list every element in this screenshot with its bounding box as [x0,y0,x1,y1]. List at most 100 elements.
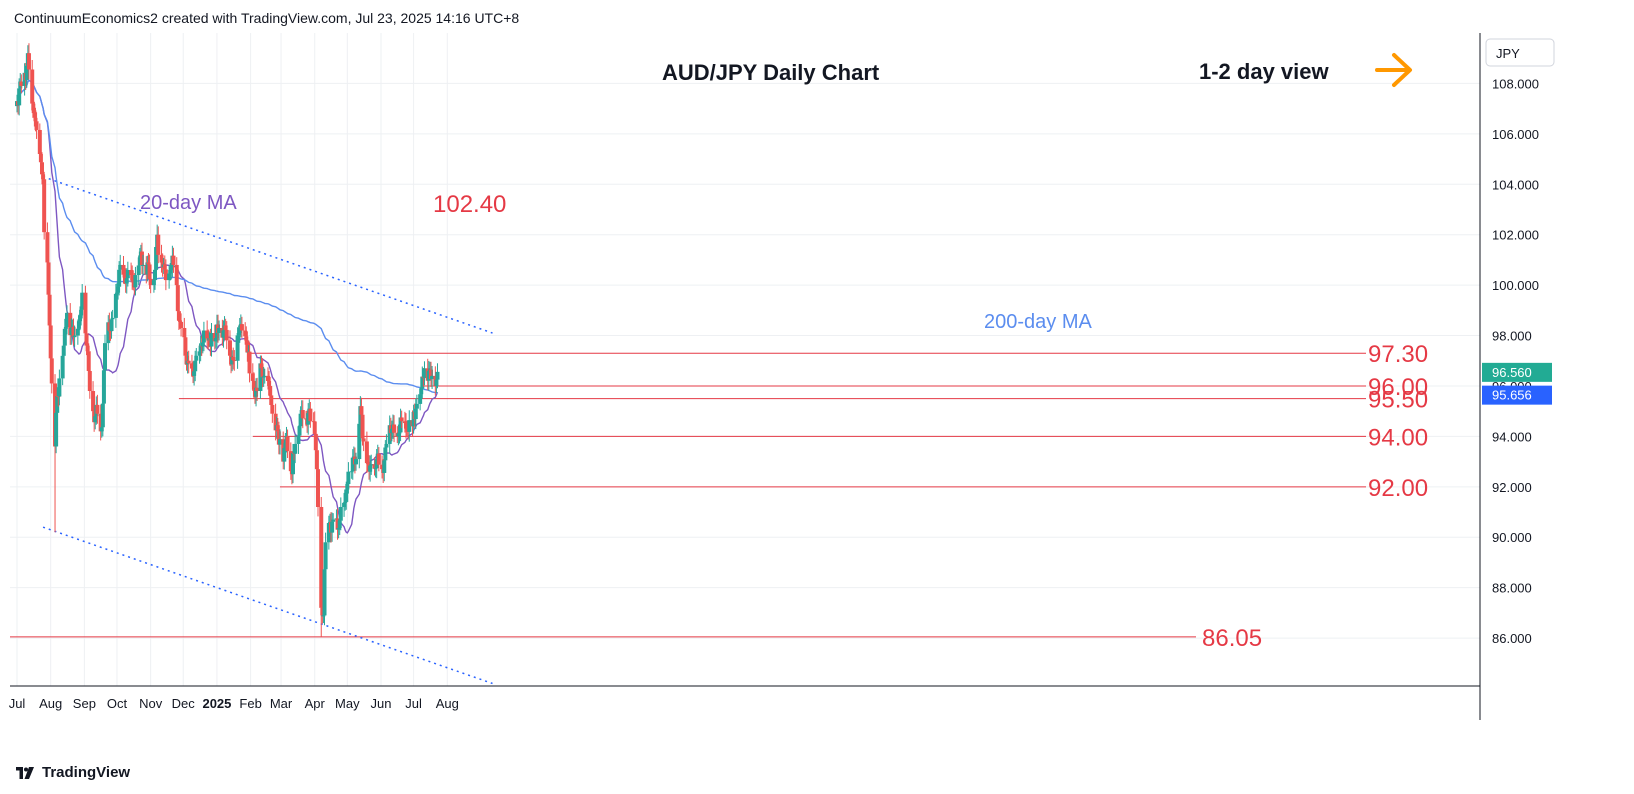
tradingview-footer: TradingView [14,764,130,781]
candle-body [103,343,108,371]
candle [95,394,100,424]
candle [262,368,267,384]
candle-body [26,53,31,70]
candle-body [382,460,387,473]
candle-body [227,340,232,356]
candle [380,455,385,479]
candle-body [308,408,313,422]
candle-body [230,357,235,365]
candle-body [100,403,105,428]
candle-body [372,464,377,469]
candle-body [121,264,126,275]
candle [270,395,275,423]
candle-body [56,396,61,398]
candle-body [426,370,431,381]
candle-body [42,179,47,233]
candle [231,347,236,370]
candle-body [404,423,409,429]
candle [71,318,76,346]
candle-body [167,273,172,281]
candle [285,429,290,459]
candle [106,315,111,351]
candle-body [31,103,36,111]
candle [217,320,222,341]
x-tick-label: Aug [436,696,459,711]
candle-body [176,311,181,321]
candle-body [171,255,176,265]
high-label: 102.40 [433,191,506,218]
candle-body [261,376,266,378]
candle [145,255,150,282]
candle [156,226,161,264]
chart-title: AUD/JPY Daily Chart [662,60,880,85]
candle-body [435,371,440,380]
candle [198,335,203,362]
candle-body [422,368,427,379]
candle-body [48,325,53,359]
candle-body [147,264,152,280]
candle-body [231,357,236,361]
candle-body [113,293,118,318]
candle-body [411,411,416,427]
candle [47,287,52,334]
candle [413,398,418,430]
candle-body [137,257,142,266]
candle-body [399,417,404,422]
candle [168,263,173,281]
candle [69,318,74,345]
candle [407,410,412,442]
candle [42,171,47,240]
candle-body [60,355,65,379]
right-arrow-icon [1375,53,1412,87]
candle-body [296,435,301,444]
candle-body [130,275,135,281]
candle [201,321,206,352]
candle-body [57,378,62,397]
candle-body [312,421,317,434]
candle-body [109,319,114,332]
candle-body [45,232,50,263]
chart-attribution: ContinuumEconomics2 created with Trading… [14,10,520,26]
y-tick-label: 92.000 [1492,480,1532,495]
candle [322,559,327,626]
candle-body [269,395,274,406]
last-price-value: 96.560 [1492,365,1532,380]
candle [107,312,112,341]
candle-body [392,424,397,433]
candle [335,508,340,540]
candle-body [323,542,328,570]
candle [209,323,214,357]
candle [372,457,377,476]
candle-body [321,615,326,617]
candle-body [315,469,320,508]
candle-body [331,519,336,522]
candle-body [338,506,343,521]
candle-body [124,278,129,284]
candle [411,404,416,434]
candle-body [69,327,74,336]
candle [342,492,347,517]
candle-body [217,327,222,333]
candle [237,317,242,343]
candle-body [413,408,418,420]
candle [98,404,103,441]
channel-trendlines [42,176,493,685]
candle [364,431,369,473]
candle-body [175,285,180,312]
candle-body [79,309,84,316]
currency-box[interactable]: JPY [1485,38,1555,67]
candle [232,350,237,371]
level-label: 97.30 [1368,341,1428,368]
candle-body [369,464,374,466]
candle [221,320,226,348]
candle-body [322,569,327,616]
candle [276,421,281,455]
candle-body [345,484,350,490]
x-tick-label: Jul [9,696,26,711]
last-price-tag: 96.560 [1482,362,1552,382]
x-tick-label: Oct [107,696,128,711]
candle-body [64,312,69,327]
candle-body [357,423,362,460]
candle-body [235,335,240,361]
